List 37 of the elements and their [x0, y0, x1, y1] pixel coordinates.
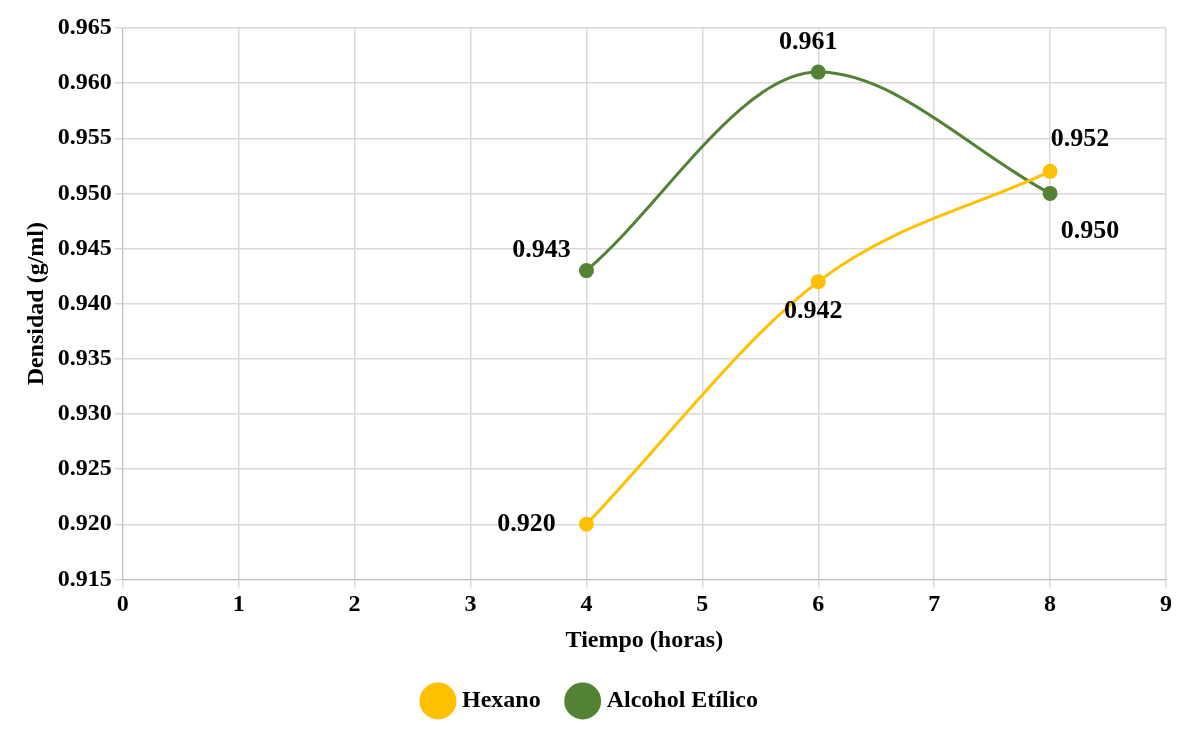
data-label: 0.920 — [497, 507, 556, 537]
legend-label: Alcohol Etílico — [606, 686, 758, 713]
point — [1042, 163, 1058, 179]
y-tick-label: 0.955 — [57, 123, 112, 150]
y-tick-label: 0.915 — [57, 564, 112, 591]
x-tick-label: 6 — [812, 590, 825, 616]
point — [578, 516, 594, 532]
y-tick-label: 0.940 — [57, 288, 112, 315]
legend-label: Hexano — [462, 686, 541, 713]
y-tick-label: 0.960 — [57, 68, 112, 95]
x-axis-title: Tiempo (horas) — [565, 625, 724, 652]
x-tick-label: 4 — [580, 590, 593, 616]
point — [578, 263, 594, 279]
y-tick-label: 0.930 — [57, 399, 112, 426]
x-tick-label: 7 — [928, 590, 941, 616]
data-label: 0.950 — [1060, 215, 1120, 245]
point — [1042, 185, 1058, 201]
data-label: 0.943 — [512, 234, 571, 264]
y-tick-label: 0.935 — [57, 344, 112, 371]
x-tick-label: 8 — [1044, 590, 1057, 616]
data-label: 0.961 — [779, 25, 838, 55]
y-tick-label: 0.945 — [57, 233, 112, 260]
point — [810, 274, 826, 290]
point — [810, 64, 826, 80]
data-label: 0.942 — [784, 295, 843, 325]
x-tick-label: 1 — [232, 590, 245, 616]
y-tick-label: 0.925 — [57, 454, 112, 481]
y-axis-title: Densidad (g/ml) — [21, 222, 48, 386]
x-tick-label: 5 — [696, 590, 709, 616]
x-tick-label: 9 — [1160, 590, 1172, 616]
y-tick-label: 0.920 — [57, 509, 112, 536]
x-tick-label: 0 — [116, 590, 129, 616]
x-tick-label: 3 — [464, 590, 477, 616]
x-tick-label: 2 — [348, 590, 361, 616]
data-label: 0.952 — [1050, 123, 1110, 153]
y-tick-label: 0.950 — [57, 178, 112, 205]
y-tick-label: 0.965 — [57, 13, 112, 40]
